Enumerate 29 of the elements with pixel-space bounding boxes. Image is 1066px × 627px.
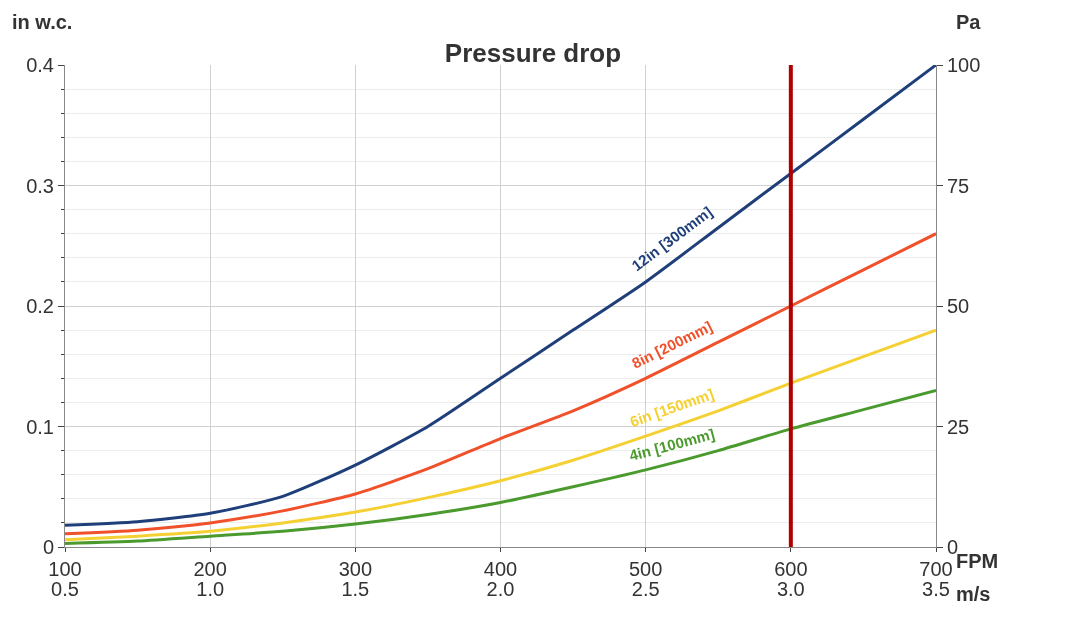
y-axis-title: in w.c. [12, 11, 73, 33]
x2-tick-label: 0.5 [51, 578, 79, 600]
x2-tick-label: 1.5 [341, 578, 370, 600]
x-tick-label: 700 [919, 558, 953, 580]
x-tick-label: 200 [193, 558, 227, 580]
y-tick-label: 0.3 [26, 174, 54, 197]
y-tick-label: 0.1 [26, 415, 54, 438]
x2-axis-title: m/s [956, 583, 991, 605]
y2-tick-label: 25 [947, 415, 970, 438]
y-tick-label: 0.2 [26, 295, 54, 317]
x2-tick-label: 2.0 [486, 578, 515, 600]
x2-tick-label: 3.5 [922, 578, 950, 600]
x2-tick-label: 2.5 [631, 578, 660, 600]
x2-tick-label: 3.0 [776, 578, 805, 600]
y2-tick-label: 50 [947, 295, 970, 317]
x-tick-label: 300 [338, 558, 373, 580]
x-tick-label: 500 [628, 558, 663, 580]
y2-tick-label: 75 [947, 174, 970, 197]
y2-tick-label: 100 [947, 54, 981, 76]
x-tick-label: 600 [774, 558, 808, 580]
x-axis-title: FPM [956, 550, 999, 572]
line-series [65, 65, 936, 527]
chart-title: Pressure drop [444, 38, 622, 69]
y-tick-label: 0.4 [26, 54, 54, 76]
x-tick-label: 400 [483, 558, 518, 580]
y-tick-label: 0 [42, 536, 54, 558]
x-tick-label: 100 [48, 558, 82, 580]
x2-tick-label: 1.0 [196, 578, 225, 600]
y2-axis-title: Pa [956, 11, 982, 33]
